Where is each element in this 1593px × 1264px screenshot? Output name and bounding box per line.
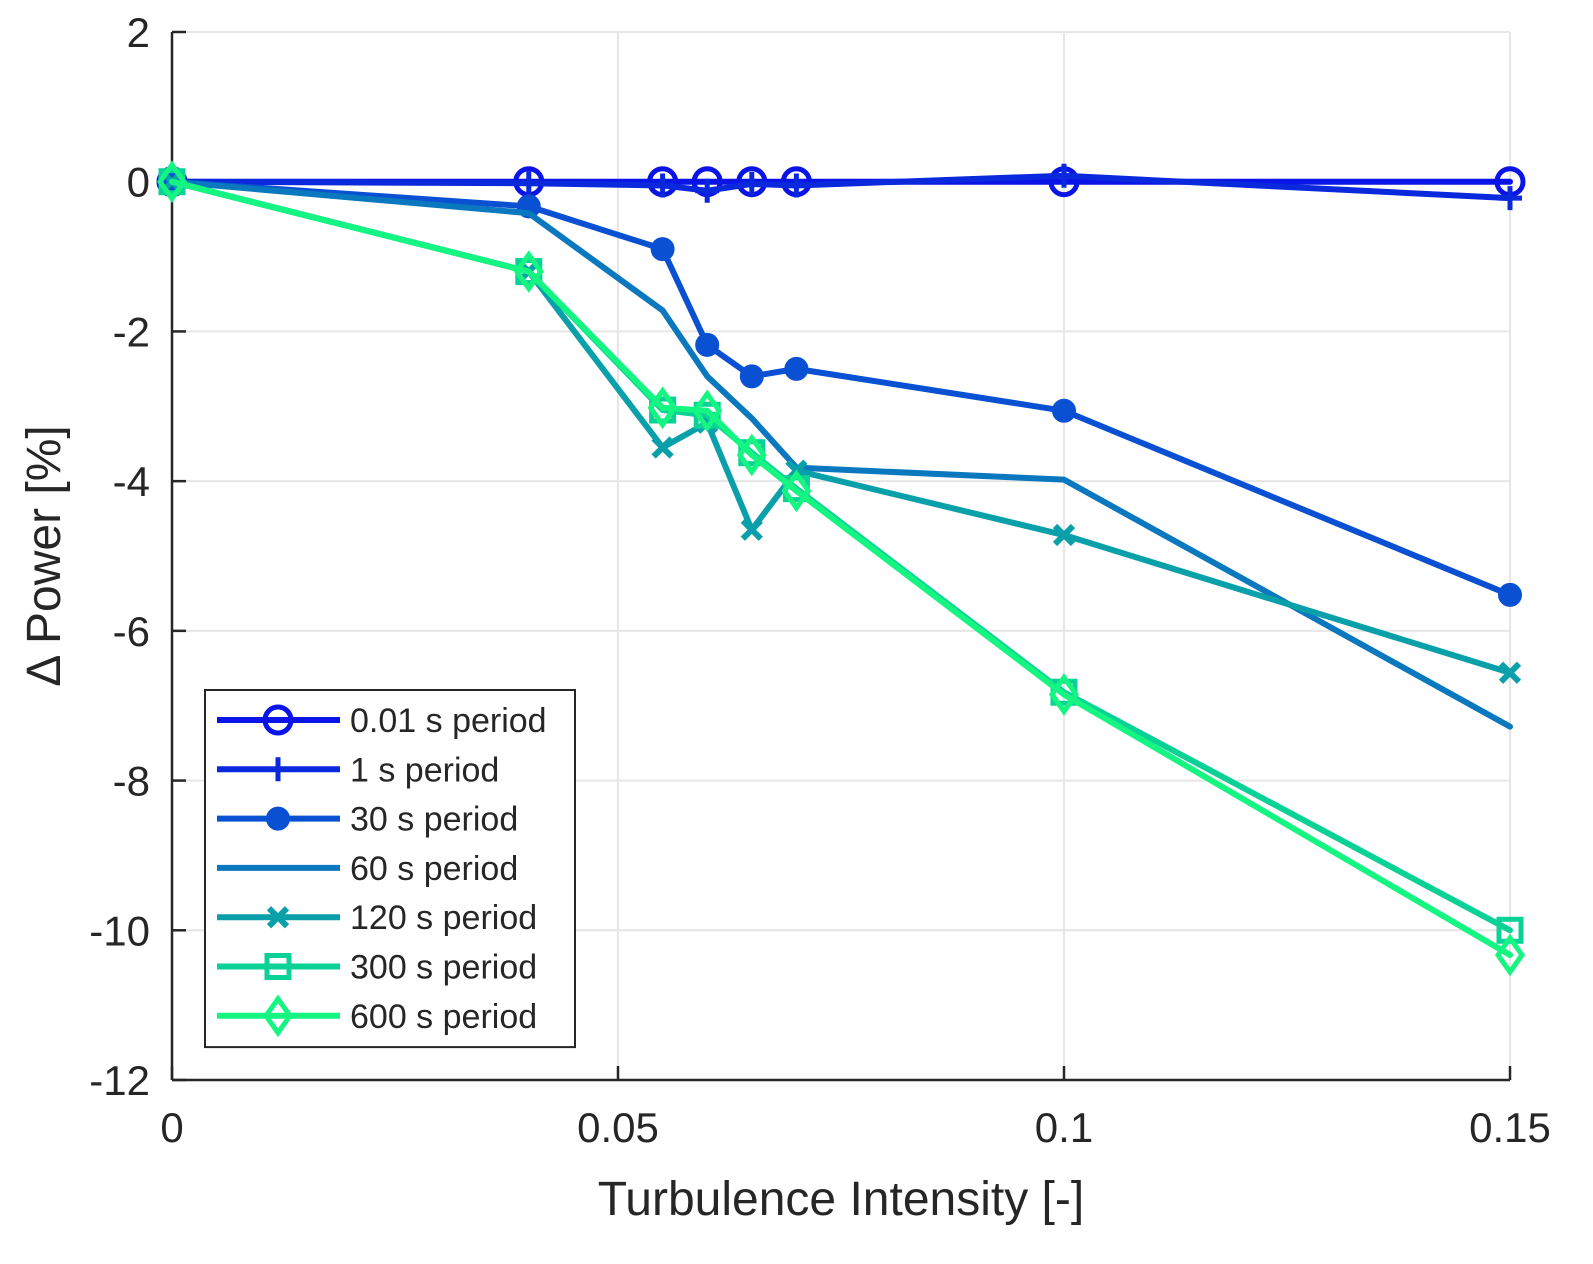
legend-item: 120 s period xyxy=(217,899,537,937)
series-line xyxy=(169,178,1513,730)
series-120-s-period xyxy=(160,170,1522,684)
x-axis-label: Turbulence Intensity [-] xyxy=(598,1173,1084,1226)
series-line xyxy=(169,178,1513,958)
data-point xyxy=(1052,523,1076,547)
y-tick-label: 0 xyxy=(127,159,150,206)
x-tick-label: 0.15 xyxy=(1469,1104,1551,1151)
data-point xyxy=(516,171,541,196)
series-line xyxy=(169,178,1513,598)
data-point xyxy=(650,173,675,198)
legend-label: 300 s period xyxy=(350,949,537,987)
series-line xyxy=(169,172,1513,202)
data-point xyxy=(695,178,720,203)
data-point xyxy=(647,386,678,430)
data-point xyxy=(650,237,675,262)
data-point xyxy=(1494,933,1526,977)
series-1-s-period xyxy=(160,163,1522,211)
data-point xyxy=(736,433,767,477)
legend-marker xyxy=(266,806,290,831)
x-tick-label: 0.05 xyxy=(577,1104,659,1151)
legend-label: 60 s period xyxy=(350,850,518,888)
data-point xyxy=(156,160,188,204)
data-point xyxy=(784,356,809,381)
y-tick-label: -6 xyxy=(113,608,150,655)
x-tick-label: 0 xyxy=(160,1104,183,1151)
series-line xyxy=(169,178,1513,676)
data-point xyxy=(1048,673,1080,716)
legend-item: 0.01 s period xyxy=(217,702,547,740)
y-axis-label: Δ Power [%] xyxy=(18,425,71,687)
legend-item: 300 s period xyxy=(217,949,537,987)
data-point xyxy=(1498,661,1522,684)
data-point xyxy=(651,436,674,459)
data-point xyxy=(513,250,544,293)
legend-item: 1 s period xyxy=(217,751,499,789)
series-30-s-period xyxy=(160,169,1522,607)
data-point xyxy=(781,469,812,513)
data-point xyxy=(1498,186,1522,211)
legend-item: 600 s period xyxy=(217,994,537,1038)
data-point xyxy=(739,364,764,389)
plot-area xyxy=(170,30,1512,1082)
legend-label: 120 s period xyxy=(350,899,537,937)
legend-marker xyxy=(262,704,294,736)
legend-marker xyxy=(264,953,292,980)
legend-marker xyxy=(262,994,294,1038)
x-tick-label: 0.1 xyxy=(1035,1104,1093,1151)
legend-label: 600 s period xyxy=(350,998,537,1036)
data-point xyxy=(1052,163,1076,188)
legend-label: 30 s period xyxy=(350,801,518,839)
data-point xyxy=(739,171,764,196)
legend-item: 30 s period xyxy=(217,801,518,839)
data-point xyxy=(692,389,723,433)
legend-item: 60 s period xyxy=(217,850,518,888)
series-group xyxy=(156,160,1526,977)
legend-label: 1 s period xyxy=(350,751,499,789)
y-tick-label: -2 xyxy=(113,308,150,355)
series-600-s-period xyxy=(156,160,1526,977)
data-point xyxy=(1498,582,1522,607)
y-tick-label: -10 xyxy=(89,907,150,954)
legend: 0.01 s period 1 s period 30 s period 60 s p… xyxy=(204,689,576,1049)
y-tick-label: -4 xyxy=(113,458,150,505)
legend-marker xyxy=(266,906,290,929)
data-point xyxy=(784,173,809,198)
y-tick-label: -12 xyxy=(89,1057,150,1104)
y-tick-label: -8 xyxy=(113,758,150,805)
legend-label: 0.01 s period xyxy=(350,702,547,740)
series-60-s-period xyxy=(169,178,1513,730)
data-point xyxy=(740,518,763,541)
y-tick-label: 2 xyxy=(127,9,150,56)
data-point xyxy=(695,332,720,357)
tick-labels: 20-2-4-6-8-10-120 0.05 0.1 0.15 xyxy=(89,9,1551,1151)
data-point xyxy=(1052,398,1076,423)
legend-marker xyxy=(266,757,290,782)
